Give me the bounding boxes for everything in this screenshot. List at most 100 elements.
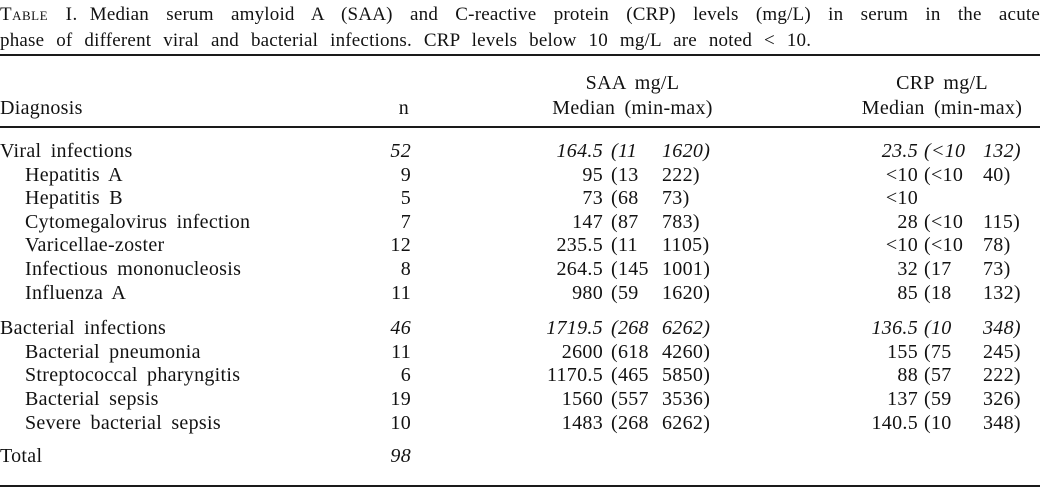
diagnosis-cell: Varicellae-zoster [25,234,165,257]
header-saa: SAA mg/L Median (min-max) [413,71,732,121]
crp-median-cell: <10 [885,187,918,210]
saa-max-cell: 1620) [662,281,711,304]
crp-min-cell: (57 [924,364,952,387]
crp-min-cell: (<10 [924,234,964,257]
crp-median-cell: 155 [887,340,918,363]
saa-min-cell: (557 [611,387,649,410]
saa-median-cell: 264.5 [556,257,603,280]
saa-median-cell: 980 [572,281,603,304]
diagnosis-cell: Hepatitis A [25,163,123,186]
crp-median-cell: <10 [885,234,918,257]
saa-median-cell: 95 [582,163,603,186]
crp-median-cell: 140.5 [871,411,918,434]
caption-text-1: Median serum amyloid A (SAA) and C-react… [89,4,1040,25]
table-row-hepatitis-b: Hepatitis B 5 73 (68 73) <10 [0,187,1040,211]
diagnosis-cell: Bacterial pneumonia [25,340,201,363]
saa-min-cell: (13 [611,163,639,186]
header-n: n [398,97,409,119]
saa-median-cell: 73 [582,187,603,210]
table-body: Viral infections 52 164.5 (11 1620) 23.5… [0,128,1040,485]
saa-median-cell: 2600 [561,340,603,363]
crp-median-cell: 136.5 [871,317,918,340]
crp-min-cell: (17 [924,257,952,280]
crp-min-cell: (<10 [924,163,964,186]
saa-min-cell: (145 [611,257,649,280]
saa-median-cell: 235.5 [556,234,603,257]
table-row-varicellae-zoster: Varicellae-zoster 12 235.5 (11 1105) <10… [0,234,1040,258]
saa-max-cell: 1620) [662,140,711,162]
table-row-infectious-mononucleosis: Infectious mononucleosis 8 264.5 (145 10… [0,258,1040,282]
table-row-streptococcal-pharyngitis: Streptococcal pharyngitis 6 1170.5 (465 … [0,364,1040,388]
table-row-severe-bacterial-sepsis: Severe bacterial sepsis 10 1483 (268 626… [0,412,1040,436]
saa-median-cell: 1170.5 [546,364,603,387]
crp-median-cell: 23.5 [881,140,918,162]
saa-median-cell: 1719.5 [546,317,603,340]
n-cell: 10 [390,411,411,434]
diagnosis-cell: Total [0,445,43,468]
diagnosis-cell: Bacterial sepsis [25,387,159,410]
crp-max-cell: 115) [983,210,1021,233]
n-cell: 5 [400,187,411,210]
caption-line-2: phase of different viral and bacterial i… [0,30,812,51]
crp-max-cell: 73) [983,257,1011,280]
diagnosis-cell: Streptococcal pharyngitis [25,364,241,387]
crp-min-cell: (<10 [924,140,966,162]
table-row-bacterial-sepsis: Bacterial sepsis 19 1560 (557 3536) 137 … [0,388,1040,412]
caption-line-1: Table I. Median serum amyloid A (SAA) and… [0,2,1040,28]
saa-min-cell: (11 [611,234,638,257]
crp-max-cell: 78) [983,234,1011,257]
header-crp-unit: CRP mg/L [896,72,988,94]
crp-min-cell: (10 [924,317,952,340]
header-crp: CRP mg/L Median (min-max) [732,71,1040,121]
crp-min-cell: (18 [924,281,952,304]
crp-max-cell: 222) [983,364,1021,387]
table-row-viral-infections: Viral infections 52 164.5 (11 1620) 23.5… [0,140,1040,164]
diagnosis-cell: Cytomegalovirus infection [25,210,251,233]
crp-min-cell: (10 [924,411,952,434]
saa-median-cell: 1560 [561,387,603,410]
table-label: Table I. [0,4,78,25]
n-cell: 11 [391,340,411,363]
saa-max-cell: 6262) [662,317,711,340]
saa-max-cell: 222) [662,163,700,186]
crp-median-cell: 88 [897,364,918,387]
saa-median-cell: 1483 [561,411,603,434]
crp-max-cell: 132) [983,281,1021,304]
table-header-row: Diagnosis n SAA mg/L Median (min-max) CR… [0,56,1040,126]
n-cell: 98 [390,445,411,468]
saa-max-cell: 6262) [662,411,711,434]
diagnosis-cell: Hepatitis B [25,187,123,210]
diagnosis-cell: Infectious mononucleosis [25,257,242,280]
header-saa-median: Median (min-max) [552,97,713,119]
crp-max-cell: 245) [983,340,1021,363]
saa-max-cell: 783) [662,210,700,233]
n-cell: 46 [390,317,411,340]
crp-max-cell: 40) [983,163,1011,186]
crp-max-cell: 348) [983,317,1021,340]
table-row-bacterial-infections: Bacterial infections 46 1719.5 (268 6262… [0,317,1040,341]
saa-min-cell: (68 [611,187,639,210]
crp-max-cell: 132) [983,140,1021,162]
top-rule [0,54,1040,56]
saa-min-cell: (59 [611,281,639,304]
crp-max-cell: 326) [983,387,1021,410]
diagnosis-cell: Bacterial infections [0,317,167,340]
diagnosis-cell: Viral infections [0,140,133,162]
saa-max-cell: 5850) [662,364,711,387]
crp-median-cell: <10 [885,163,918,186]
n-cell: 12 [390,234,411,257]
n-cell: 7 [400,210,411,233]
crp-max-cell: 348) [983,411,1021,434]
crp-min-cell: (<10 [924,210,964,233]
table-row-total: Total 98 [0,445,1040,469]
saa-min-cell: (268 [611,317,649,340]
saa-min-cell: (11 [611,140,638,162]
diagnosis-cell: Severe bacterial sepsis [25,411,221,434]
paper-table-page: Table I. Median serum amyloid A (SAA) and… [0,2,1040,487]
saa-min-cell: (465 [611,364,649,387]
crp-min-cell: (59 [924,387,952,410]
saa-median-cell: 164.5 [556,140,603,162]
n-cell: 11 [391,281,411,304]
saa-max-cell: 73) [662,187,690,210]
header-rule [0,126,1040,128]
